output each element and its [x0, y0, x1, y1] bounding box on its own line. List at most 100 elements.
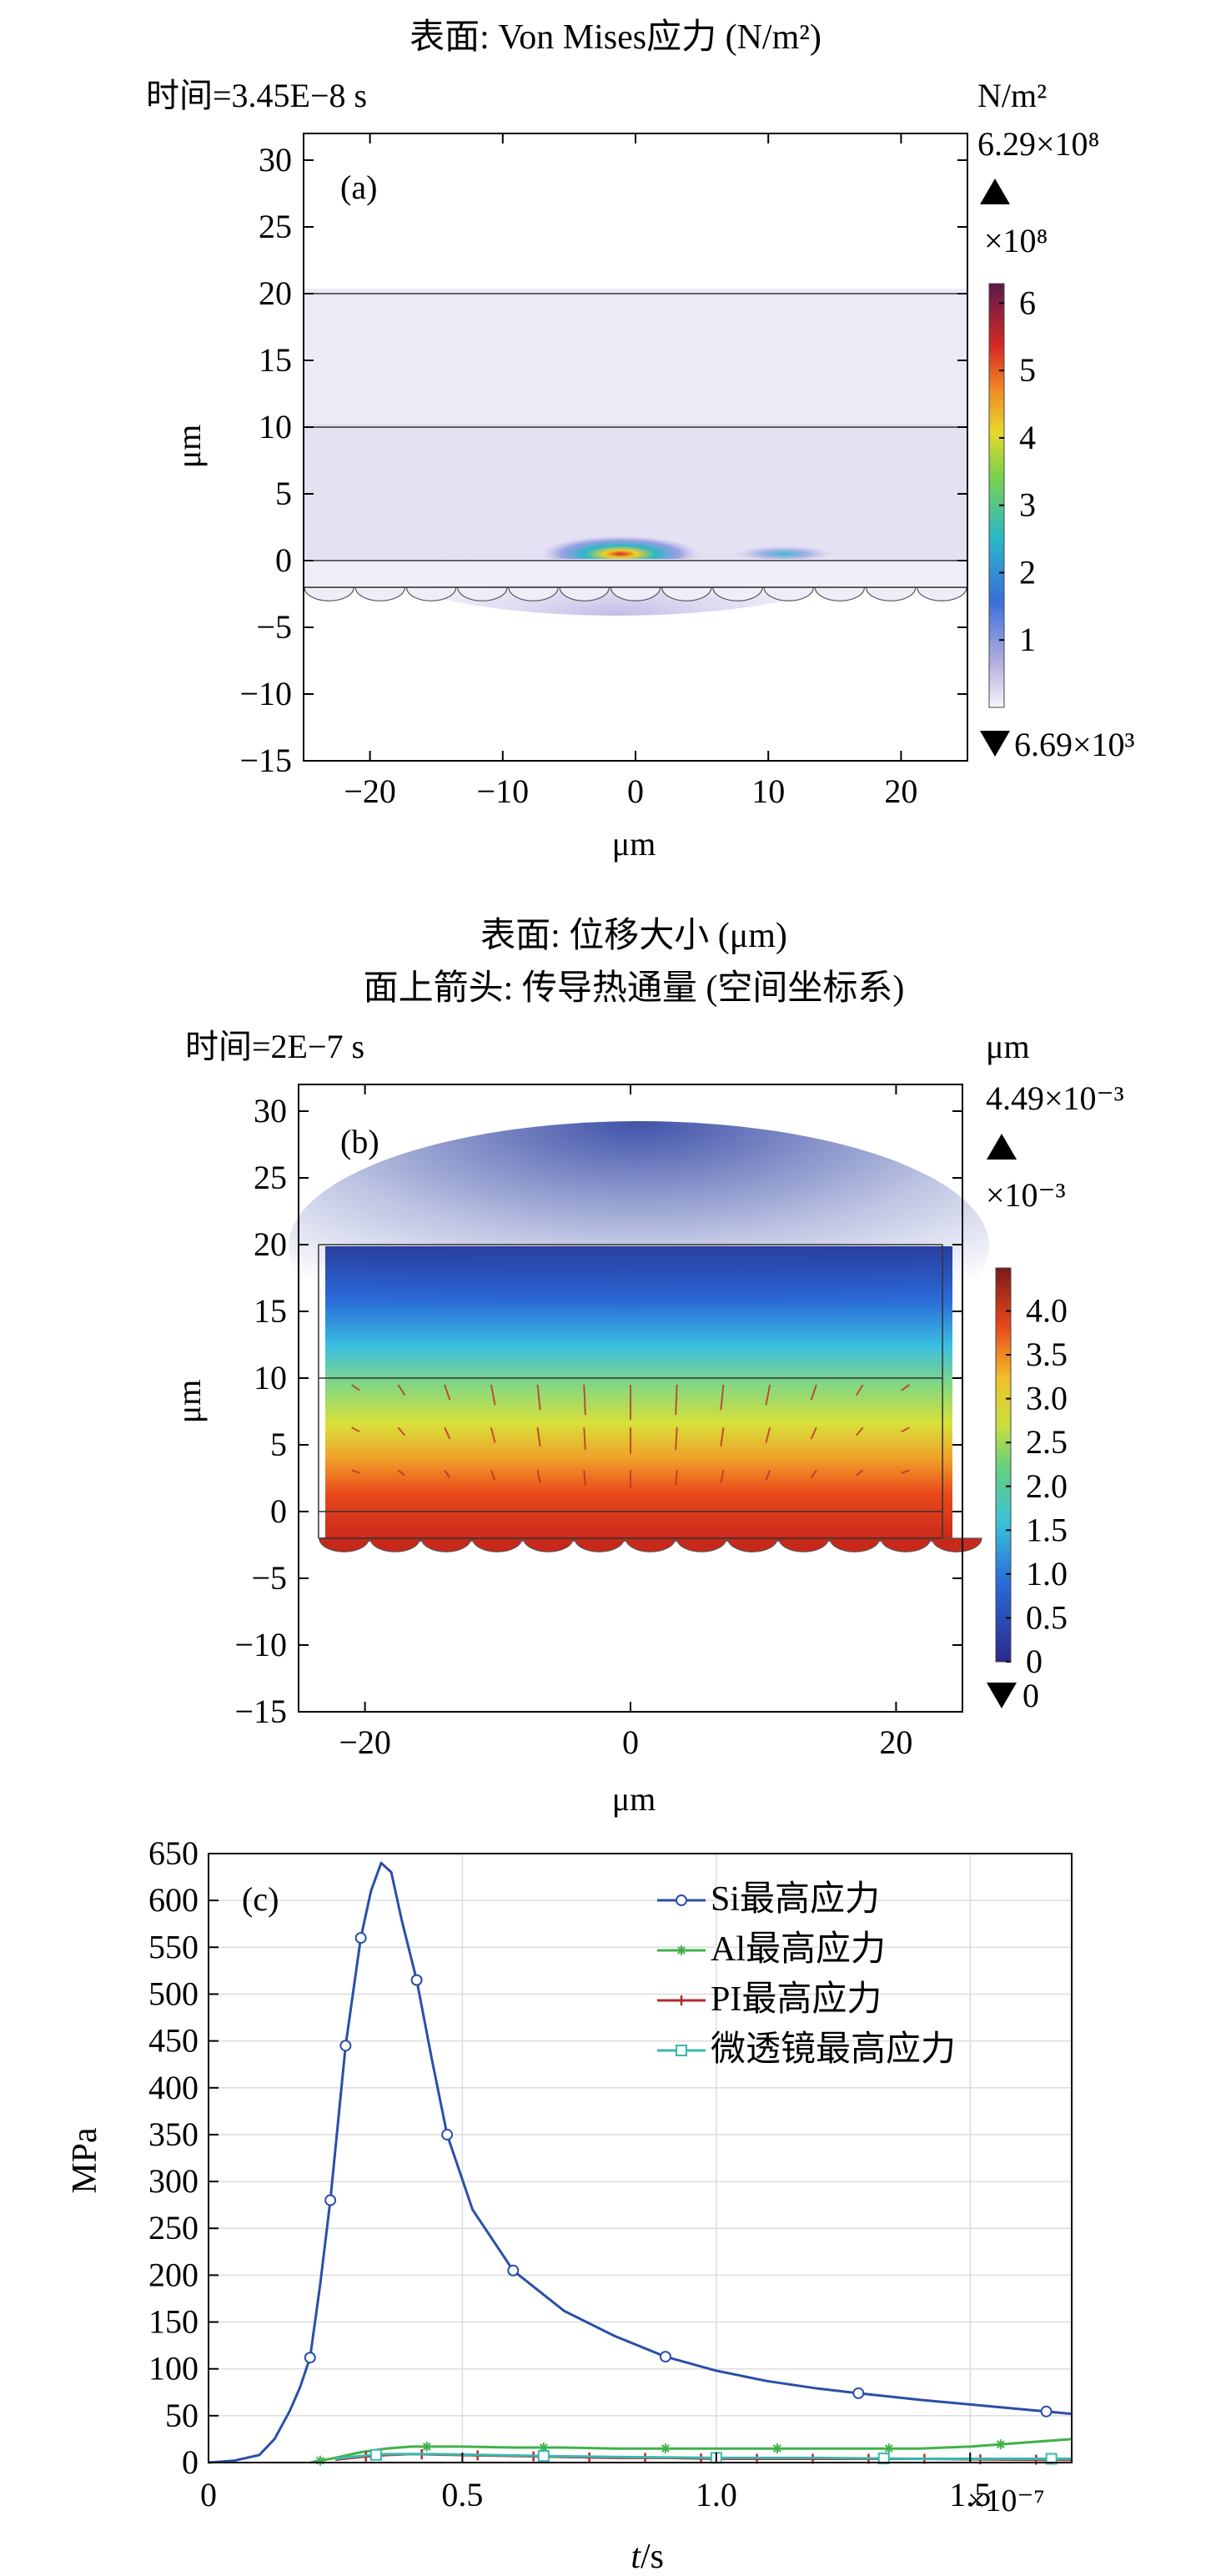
colorbar-tick-label: 1.0: [1026, 1555, 1068, 1592]
y-tick-label: 350: [148, 2116, 198, 2153]
microlens: [471, 1537, 523, 1552]
panel-b-displacement: 表面: 位移大小 (μm) 面上箭头: 传导热通量 (空间坐标系) 时间=2E−…: [170, 916, 1124, 1818]
panel-a-xlabel: μm: [612, 825, 656, 863]
max-triangle-icon: [980, 179, 1010, 204]
x-tick-label: −20: [339, 1723, 391, 1761]
heat-flux-arrow: [583, 1470, 586, 1486]
y-tick-label: −15: [239, 742, 292, 779]
x-tick-label: 1.5: [949, 2476, 991, 2513]
y-tick-label: 30: [254, 1092, 287, 1130]
series-marker-asterisk: [660, 2443, 671, 2454]
y-tick-label: 25: [259, 208, 292, 245]
heat-flux-arrow: [444, 1384, 451, 1401]
colorbar-tick-label: 4.0: [1026, 1292, 1068, 1330]
panel-a-colorbar-scale: ×10⁸: [984, 222, 1048, 259]
series-marker-circle: [441, 2128, 454, 2141]
heat-flux-arrow: [536, 1427, 541, 1447]
panel-a-colorbar-unit: N/m²: [977, 77, 1047, 114]
panel-a-time-label: 时间=3.45E−8 s: [146, 77, 367, 114]
x-tick-label: 1.0: [696, 2476, 737, 2513]
heat-flux-arrow: [765, 1470, 771, 1481]
heat-flux-arrow: [855, 1384, 864, 1396]
heat-flux-arrow: [720, 1427, 725, 1447]
panel-b-colorbar-unit: μm: [986, 1028, 1030, 1065]
microlens: [610, 586, 661, 601]
colorbar-tick-label: 2.5: [1026, 1423, 1068, 1461]
series-marker-circle: [324, 2194, 337, 2206]
series-marker-plus: [676, 1995, 686, 2005]
heat-flux-arrow: [397, 1469, 405, 1477]
colorbar-tick-label: 0.5: [1026, 1598, 1068, 1636]
colorbar-tick-label: 1: [1019, 621, 1036, 658]
panel-c-x-scale: ×10⁻⁷: [967, 2483, 1045, 2518]
y-tick-label: −10: [234, 1626, 287, 1663]
panel-b-axes: 30 25 20 15 10 5 0 −5 −10 −15 −20 0 20: [234, 1084, 962, 1761]
heat-flux-arrow: [810, 1426, 817, 1440]
series-marker-circle: [659, 2351, 671, 2363]
y-tick-label: 25: [254, 1159, 287, 1196]
y-tick-label: 200: [148, 2256, 198, 2293]
y-tick-label: 500: [148, 1975, 198, 2012]
colorbar-tick-label: 1.5: [1026, 1511, 1068, 1548]
panel-c-axes: 0 0.5 1.0 1.5 0 50 100 150 200 250 300 350 400 450 500…: [148, 1834, 991, 2513]
microlens: [508, 586, 559, 601]
series-marker-square: [877, 2453, 890, 2465]
microlens: [319, 1537, 369, 1552]
microlens: [917, 586, 967, 601]
y-tick-label: 30: [259, 141, 292, 179]
y-tick-label: 15: [254, 1292, 287, 1330]
max-triangle-icon: [987, 1134, 1017, 1160]
colorbar-tick-label: 5: [1019, 351, 1036, 389]
colorbar-tick-label: 6: [1019, 284, 1036, 321]
series-marker-asterisk: [883, 2443, 894, 2454]
heat-flux-arrow: [765, 1426, 771, 1443]
x-tick-label: 20: [879, 1723, 912, 1761]
y-tick-label: 100: [148, 2350, 198, 2387]
panel-a-microlens-row: [304, 586, 967, 601]
heat-flux-arrow: [856, 1469, 864, 1477]
y-tick-label: −5: [251, 1559, 287, 1597]
panel-b-title-line2: 面上箭头: 传导热通量 (空间坐标系): [364, 969, 905, 1008]
microlens: [661, 586, 712, 601]
heat-flux-arrow: [901, 1469, 910, 1474]
series-marker-square: [369, 2448, 382, 2461]
panel-c-max-stress-chart: 0 0.5 1.0 1.5 0 50 100 150 200 250 300 350 400 450 500…: [66, 1834, 1073, 2576]
colorbar-tick-label: 3: [1019, 486, 1036, 524]
panel-b-time-label: 时间=2E−7 s: [185, 1028, 364, 1065]
panel-b-microlens-row: [319, 1537, 982, 1552]
heat-flux-arrow: [765, 1384, 771, 1406]
panel-b-label: (b): [340, 1123, 379, 1160]
heat-flux-arrow: [675, 1470, 678, 1486]
x-tick-label: 20: [884, 772, 917, 810]
panel-b-colorbar-min: 0: [1022, 1677, 1039, 1714]
series-marker-asterisk: [314, 2455, 325, 2466]
y-tick-label: 250: [148, 2209, 198, 2246]
microlens: [523, 1537, 574, 1552]
y-tick-label: 0: [182, 2443, 198, 2481]
microlens: [814, 586, 866, 601]
min-triangle-icon: [987, 1683, 1017, 1708]
heat-flux-arrow: [720, 1470, 725, 1483]
panel-b-ylabel: μm: [170, 1380, 208, 1424]
microlens: [763, 586, 814, 601]
colorbar-tick-label: 3.5: [1026, 1336, 1068, 1373]
series-marker-square: [676, 2045, 687, 2056]
panel-a-colorbar-ticks: 6 5 4 3 2 1: [999, 284, 1036, 658]
heat-flux-arrow: [901, 1426, 910, 1433]
y-tick-label: 15: [259, 341, 292, 379]
x-tick-label: 0: [200, 2476, 217, 2513]
panel-a-title: 表面: Von Mises应力 (N/m²): [409, 18, 822, 57]
x-tick-label: −20: [344, 772, 396, 810]
heat-flux-arrow: [444, 1469, 451, 1479]
series-line-1: [309, 2438, 1073, 2464]
heat-flux-arrow: [397, 1426, 406, 1436]
panel-a-side-hotspot: [734, 546, 834, 562]
x-tick-label: −10: [477, 772, 530, 810]
colorbar-tick-label: 2: [1019, 553, 1036, 591]
x-tick-label: 10: [751, 772, 785, 810]
x-tick-label: 0: [627, 772, 644, 810]
colorbar-tick-label: 2.0: [1026, 1467, 1068, 1505]
series-marker-square: [537, 2450, 550, 2463]
microlens: [865, 586, 917, 601]
